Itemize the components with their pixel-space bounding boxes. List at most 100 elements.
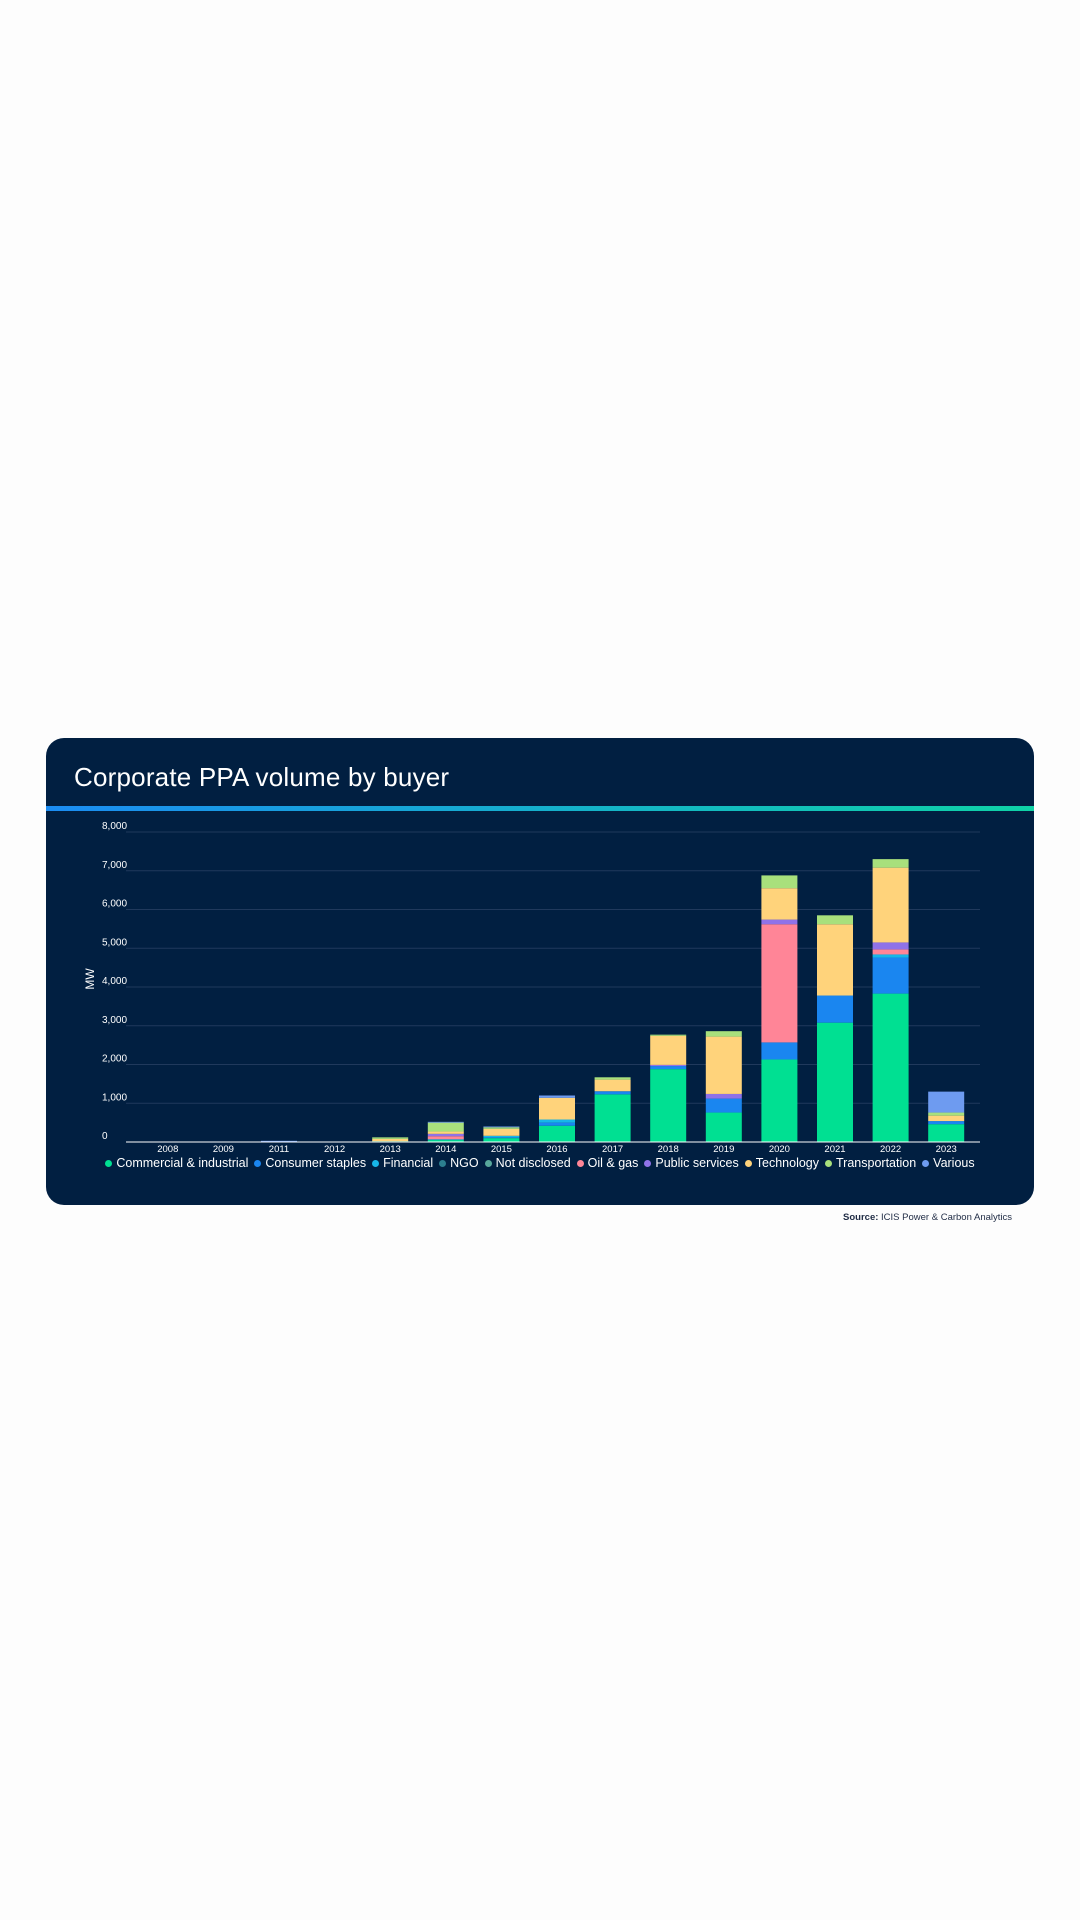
bar-segment-2017-7 bbox=[594, 1079, 631, 1092]
bar-segment-2022-7 bbox=[872, 867, 909, 943]
bar-segment-2020-8 bbox=[761, 875, 798, 889]
source-label: Source: bbox=[843, 1212, 879, 1223]
bar-segment-2014-6 bbox=[427, 1133, 464, 1137]
bar-segment-2017-0 bbox=[594, 1094, 631, 1142]
legend-swatch bbox=[744, 1159, 752, 1167]
bar-segment-2016-1 bbox=[539, 1122, 575, 1126]
bar-segment-2019-8 bbox=[705, 1031, 742, 1037]
stacked-bar-chart: 0 1,000 2,000 3,000 4,000 5,000 6,000 7,000 8,00… bbox=[83, 821, 980, 1155]
bar-segment-2023-1 bbox=[928, 1121, 965, 1125]
bar-segment-2018-7 bbox=[650, 1035, 687, 1065]
x-tick-label: 2016 bbox=[546, 1144, 567, 1155]
bar-segment-2014-0 bbox=[427, 1140, 464, 1142]
x-axis-tick-labels: 2008 2009 2011 2012 2013 2014 2015 2016 2017 2018… bbox=[157, 1144, 957, 1155]
bar-segment-2015-7 bbox=[483, 1128, 520, 1136]
legend-swatch bbox=[644, 1159, 652, 1167]
bar-segment-2014-9 bbox=[427, 1121, 464, 1123]
x-tick-label: 2014 bbox=[435, 1144, 456, 1155]
legend-label: Public services bbox=[655, 1156, 739, 1170]
x-tick-label: 2011 bbox=[269, 1144, 289, 1155]
x-tick-label: 2022 bbox=[880, 1144, 901, 1155]
bar-segment-2023-8 bbox=[928, 1112, 965, 1116]
legend-item: Not disclosed bbox=[484, 1156, 571, 1170]
bar-segment-2021-8 bbox=[817, 915, 853, 925]
legend-item: Public services bbox=[644, 1156, 739, 1170]
legend-swatch bbox=[825, 1159, 833, 1167]
chart-title: Corporate PPA volume by buyer bbox=[74, 762, 450, 792]
legend-swatch bbox=[254, 1159, 262, 1167]
y-tick-label: 7,000 bbox=[102, 860, 127, 871]
bar-segment-2020-5 bbox=[761, 924, 798, 1043]
y-tick-label: 2,000 bbox=[102, 1054, 127, 1065]
y-tick-label: 8,000 bbox=[102, 821, 127, 832]
bar-segment-2021-0 bbox=[817, 1022, 853, 1142]
bar-segment-2017-1 bbox=[594, 1091, 631, 1095]
chart-card: Corporate PPA volume by buyer 0 1,000 2,00… bbox=[46, 738, 1034, 1205]
bar-segment-2018-0 bbox=[650, 1069, 687, 1142]
bar-segment-2015-9 bbox=[483, 1126, 520, 1128]
legend-item: Oil & gas bbox=[576, 1156, 639, 1170]
bar-segment-2019-7 bbox=[705, 1036, 742, 1094]
bar-segment-2020-6 bbox=[761, 919, 798, 925]
legend-swatch bbox=[576, 1159, 584, 1167]
bar-segment-2022-0 bbox=[872, 993, 909, 1142]
legend-item: Various bbox=[922, 1156, 975, 1170]
bar-segment-2022-8 bbox=[872, 859, 909, 868]
bar-segment-2018-6 bbox=[650, 1064, 687, 1067]
bar-segment-2022-5 bbox=[872, 949, 909, 955]
legend-swatch bbox=[105, 1159, 113, 1167]
x-tick-label: 2012 bbox=[324, 1144, 345, 1155]
bar-segment-2014-5 bbox=[427, 1136, 464, 1140]
bar-segment-2016-0 bbox=[539, 1125, 575, 1142]
bar-segment-2015-2 bbox=[483, 1135, 520, 1138]
y-tick-label: 5,000 bbox=[102, 937, 127, 948]
x-tick-label: 2020 bbox=[769, 1144, 790, 1155]
bar-segment-2013-7 bbox=[372, 1138, 409, 1142]
bar-segment-2016-9 bbox=[539, 1095, 575, 1098]
legend-item: Commercial & industrial bbox=[105, 1156, 248, 1170]
chart-legend: Commercial & industrial Consumer staples F… bbox=[46, 1156, 1034, 1170]
bar-segment-2023-0 bbox=[928, 1124, 965, 1142]
y-tick-label: 4,000 bbox=[102, 976, 127, 987]
x-tick-label: 2015 bbox=[491, 1144, 512, 1155]
y-tick-label: 0 bbox=[102, 1131, 108, 1142]
bar-segment-2023-7 bbox=[928, 1115, 965, 1122]
y-axis-tick-labels: 0 1,000 2,000 3,000 4,000 5,000 6,000 7,000 8,00… bbox=[102, 821, 127, 1142]
bar-segment-2021-1 bbox=[817, 995, 853, 1023]
bar-segment-2019-6 bbox=[705, 1093, 742, 1099]
legend-label: Oil & gas bbox=[587, 1156, 639, 1170]
bar-segment-2016-2 bbox=[539, 1119, 575, 1123]
legend-label: NGO bbox=[450, 1156, 479, 1170]
y-axis-label: MW bbox=[83, 968, 97, 990]
y-tick-label: 6,000 bbox=[102, 899, 127, 910]
source-text: ICIS Power & Carbon Analytics bbox=[881, 1212, 1012, 1223]
x-tick-label: 2017 bbox=[602, 1144, 623, 1155]
legend-label: Commercial & industrial bbox=[116, 1156, 249, 1170]
x-tick-label: 2018 bbox=[658, 1144, 679, 1155]
bar-segment-2019-0 bbox=[705, 1112, 742, 1142]
legend-swatch bbox=[372, 1159, 380, 1167]
legend-label: Various bbox=[933, 1156, 975, 1170]
y-tick-label: 3,000 bbox=[102, 1015, 127, 1026]
bar-segment-2017-8 bbox=[594, 1077, 631, 1080]
bar-segment-2022-6 bbox=[872, 942, 909, 950]
legend-item: Financial bbox=[372, 1156, 433, 1170]
bar-segment-2018-8 bbox=[650, 1034, 687, 1036]
bar-segment-2015-8 bbox=[483, 1127, 520, 1129]
x-tick-label: 2023 bbox=[936, 1144, 957, 1155]
legend-label: Not disclosed bbox=[495, 1156, 571, 1170]
source-note: Source: ICIS Power & Carbon Analytics bbox=[700, 1212, 1012, 1223]
legend-swatch bbox=[484, 1159, 492, 1167]
bar-segment-2020-1 bbox=[761, 1042, 798, 1060]
legend-label: Technology bbox=[755, 1156, 820, 1170]
bar-segment-2014-7 bbox=[427, 1131, 464, 1134]
bar-segment-2011-9 bbox=[261, 1140, 297, 1142]
y-tick-label: 1,000 bbox=[102, 1092, 127, 1103]
x-tick-label: 2019 bbox=[713, 1144, 734, 1155]
legend-label: Transportation bbox=[836, 1156, 917, 1170]
x-tick-label: 2009 bbox=[213, 1144, 234, 1155]
legend-item: NGO bbox=[439, 1156, 479, 1170]
x-tick-label: 2013 bbox=[380, 1144, 401, 1155]
legend-label: Consumer staples bbox=[265, 1156, 367, 1170]
bar-segment-2020-7 bbox=[761, 888, 798, 920]
